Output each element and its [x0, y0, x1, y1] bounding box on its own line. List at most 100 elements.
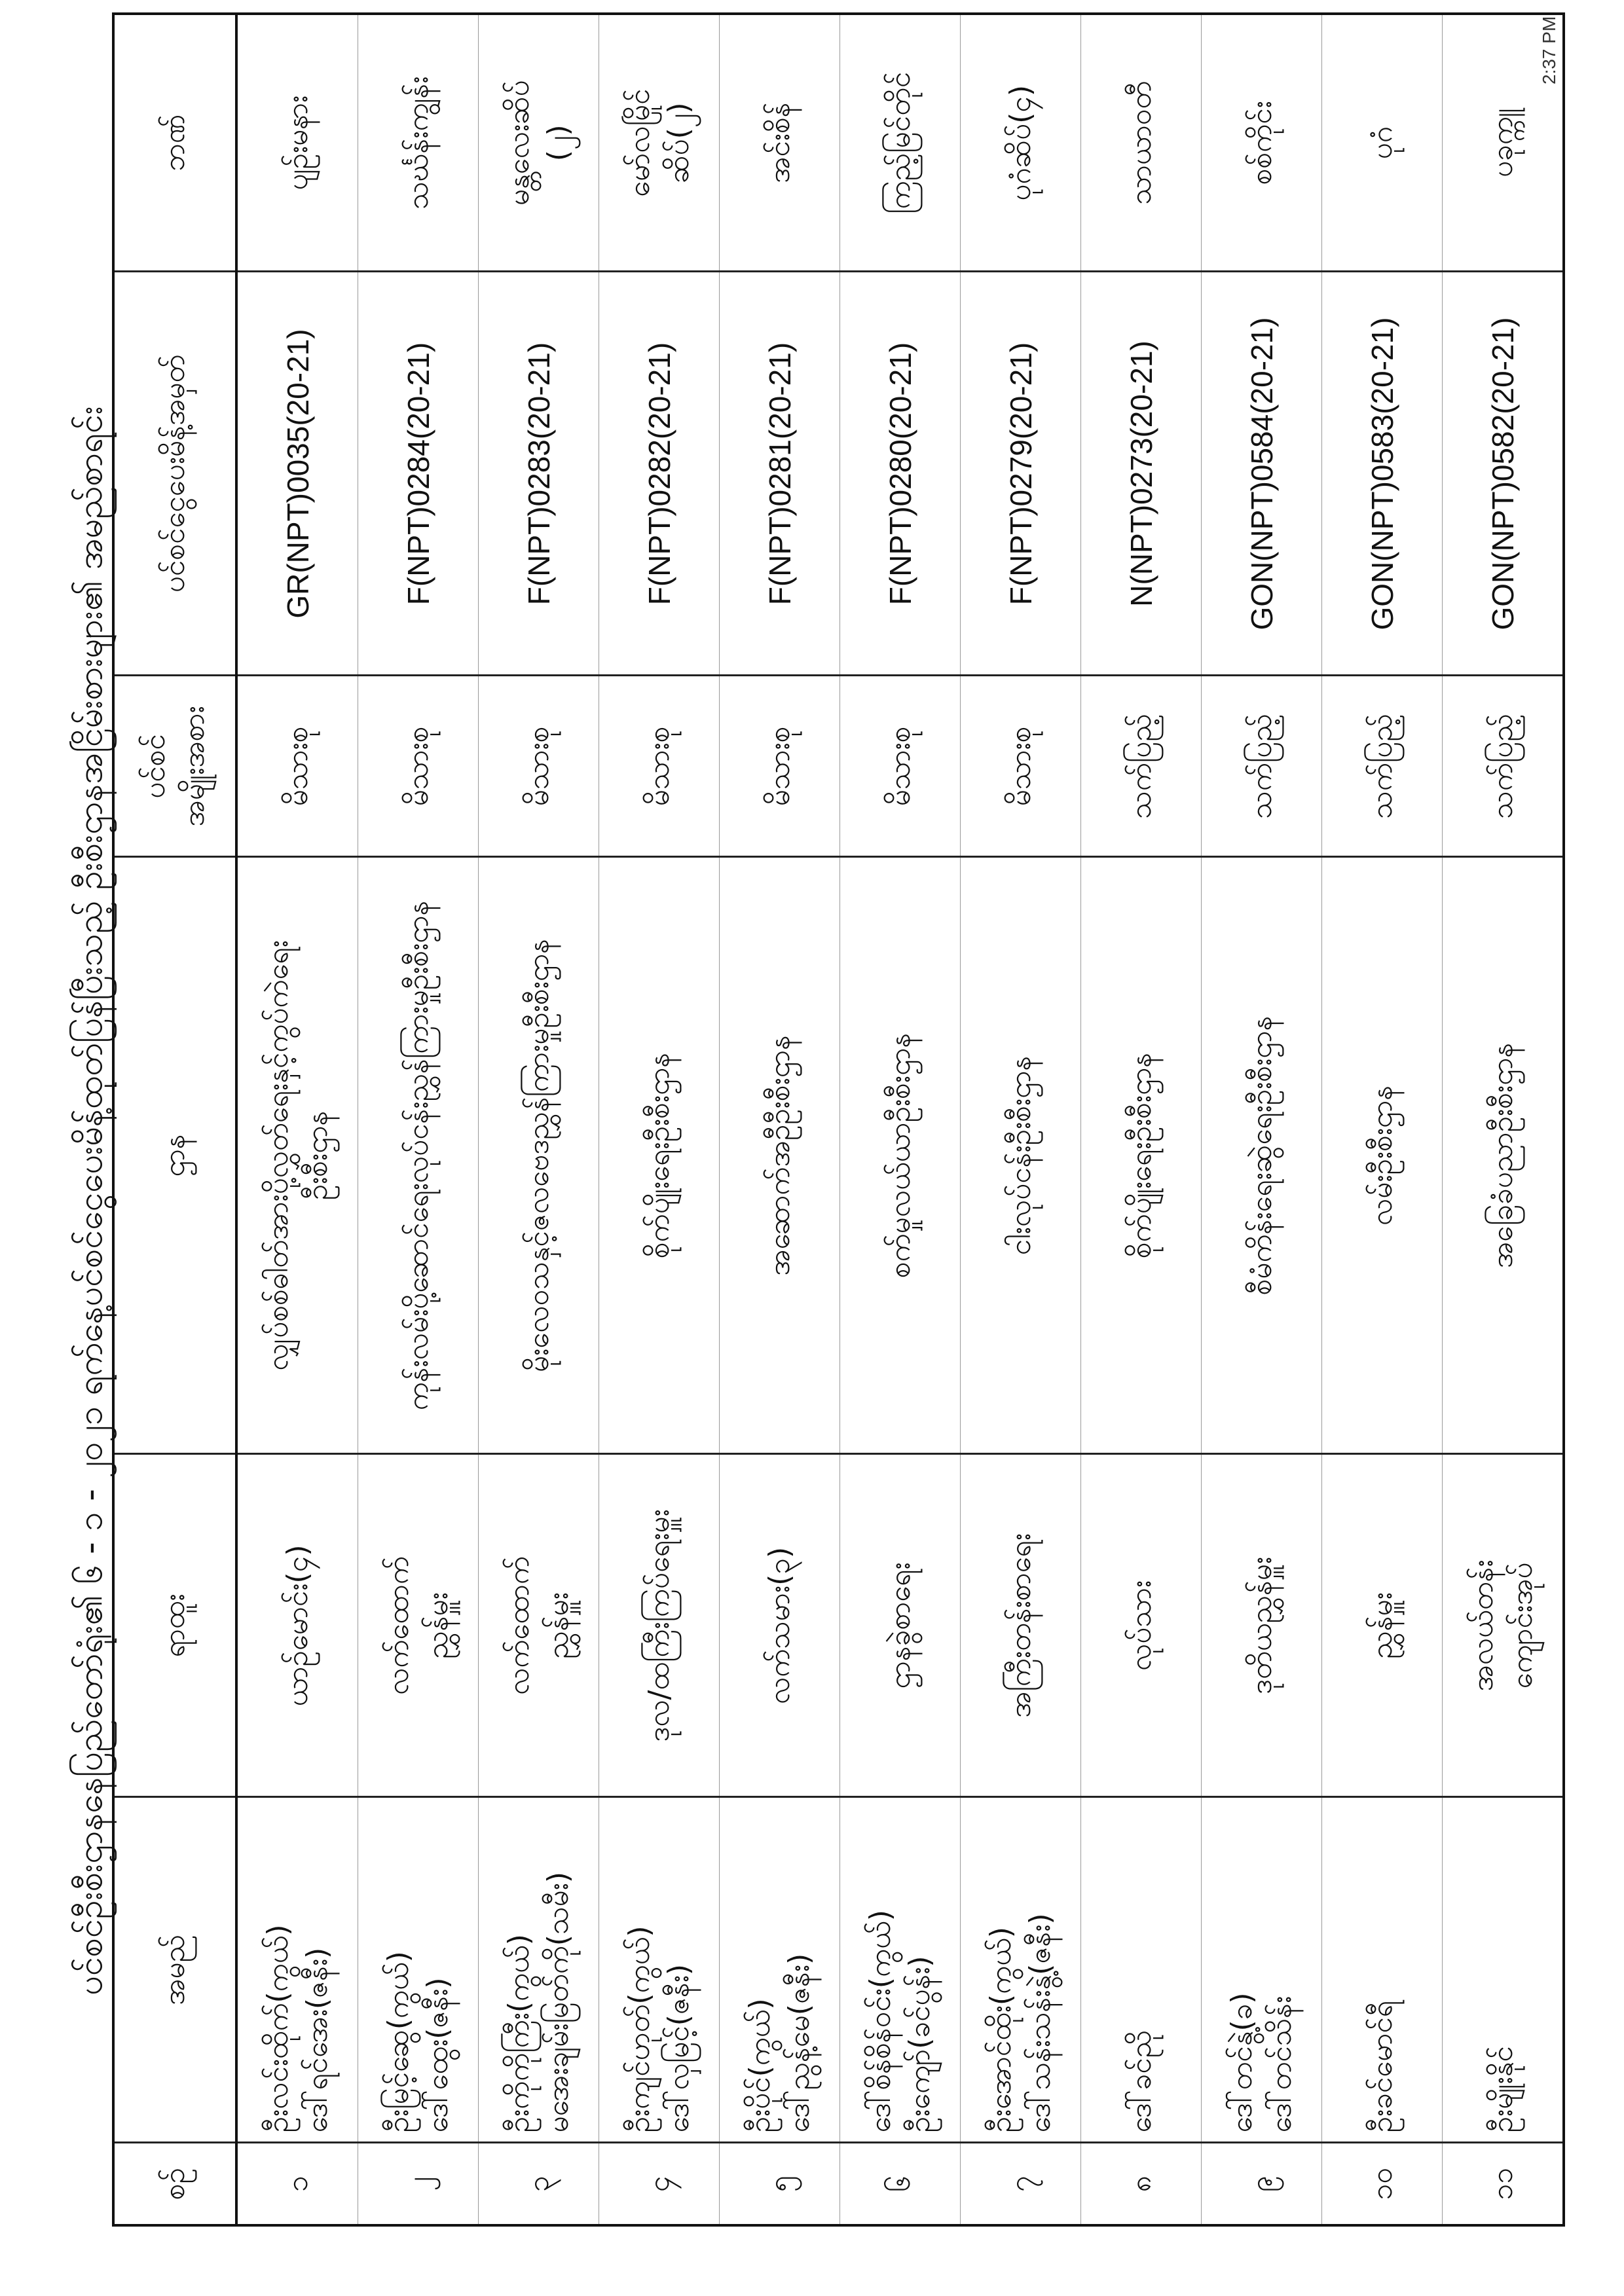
- cell-position-line: ဒုတိယညွှန်မှူး: [1244, 1556, 1278, 1695]
- cell-name: ဦးလင်းထိုက်(ကွယ်) ဒေါ်ရင်အေး(ဇနီး): [236, 1797, 358, 2143]
- cell-department-line: လျှပ်စစ်ဓါတ်အားပို့လွှတ်ရေးနှင့်ကွပ်ကဲရေ…: [261, 940, 295, 1371]
- cell-position-line: ညွှန်မှူး: [1365, 1592, 1399, 1659]
- cell-name: ဦးကျင်ဟုတ်(ကွယ်) ဒေါ်လှမြင့်(ဇနီး): [599, 1797, 720, 2143]
- cell-department: လျှပ်စစ်ဓါတ်အားပို့လွှတ်ရေးနှင့်ကွပ်ကဲရေ…: [236, 857, 358, 1454]
- cell-name-line: ဦးခင်မောင်ရီ: [1365, 2000, 1399, 2133]
- cell-pension-type: မိသားစု: [478, 676, 599, 857]
- cell-bank-line: ပျဉ်းမနား: [280, 95, 314, 191]
- cell-bank-line: ကြည့်မြင်တိုင်: [883, 71, 917, 214]
- header-name: အမည်: [113, 1797, 236, 2143]
- cell-order-no: N(NPT)0273(20-21): [1080, 272, 1202, 676]
- cell-department-line: စိုက်ပျိုးရေးဦးစီးဌာန: [1124, 1052, 1158, 1259]
- cell-name: ဒေါ်ခင်ညို: [1080, 1797, 1202, 2143]
- table-row: ၈ ဒေါ်ခင်ညို လုပ်သား စိုက်ပျိုးရေးဦးစီးဌာန သ…: [1080, 14, 1202, 2225]
- cell-name-line: ဒေါ်စိန်စိန်ဝင်း(ကွယ်): [863, 1910, 897, 2133]
- cell-department: ကုန်းလမ်းပို့ဆောင်ရေးလုပ်ငန်းညွှန်ကြားမှ…: [358, 857, 479, 1454]
- cell-department-line: အခြေခံပညာဦးစီးဌာန: [1485, 1042, 1519, 1269]
- table-row: ၇ဦးအောင်ထိုး(ကွယ်) ဒေါ်သန်းသန်းနွဲ့(ဇနီး)…: [960, 14, 1081, 2225]
- cell-position: အကြီးတန်းစာရေး: [960, 1454, 1081, 1797]
- header-pension-type: ပင်စင် အမျိုးအစား: [113, 676, 236, 857]
- cell-pension-type: သက်ပြည့်: [1442, 676, 1564, 857]
- cell-position: ဒုလ/ထကြီးကြပ်ရေးမှူး: [599, 1454, 720, 1797]
- cell-bank-line: (၂): [541, 124, 575, 162]
- cell-name: ဒေါ်တင်နွဲ့(ခ) ဒေါ်တင်သိန်း: [1201, 1797, 1322, 2143]
- table-row: ၂ဦးမြင့်ဆွေ(ကွယ်) ဒေါ်ထွေး(ဇနီး) လက်ထောက်ည…: [358, 14, 479, 2225]
- cell-name-line: ဒေါ်တင်သိန်း: [1264, 1995, 1298, 2133]
- cell-order-no: GON(NPT)0582(20-21): [1442, 272, 1564, 676]
- cell-department-line: စီမံကိန်းရေးဆွဲရေးဦးစီးဌာန: [1244, 1015, 1278, 1296]
- cell-bank-line: ပုဂံဆိပ်(၄): [1003, 84, 1037, 201]
- cell-bank-line: ပခုက္ကူ: [1485, 108, 1519, 178]
- cell-name-line: ဒေါ်လှမြင့်(ဇနီး): [661, 1963, 695, 2133]
- cell-name: ဦးအောင်ထိုး(ကွယ်) ဒေါ်သန်းသန်းနွဲ့(ဇနီး): [960, 1797, 1081, 2143]
- cell-position-line: အလယ်တန်း: [1466, 1559, 1500, 1692]
- cell-name-line: ဦးကျင်ဟုတ်(ကွယ်): [622, 1925, 656, 2133]
- cell-department-line: ငါးလုပ်ငန်းဦးစီးဌာန: [1003, 1055, 1037, 1256]
- table-row: ၁၁ ဦးမျိုးနိုင် အလယ်တန်း ကျောင်းအုပ် အခြေခံပ…: [1442, 14, 1564, 2225]
- cell-pension-type: မိသားစု: [358, 676, 479, 857]
- cell-department: ငါးလုပ်ငန်းဦးစီးဌာန: [960, 857, 1081, 1454]
- header-position: ရာထူး: [113, 1454, 236, 1797]
- cell-position: လက်သမား(၃): [719, 1454, 840, 1797]
- cell-name: ဒေါ်စိန်စိန်ဝင်း(ကွယ်) ဦးကျော်(ခင်ပွန်း): [840, 1797, 961, 2143]
- cell-bank: ပျဉ်းမနား: [236, 14, 358, 272]
- cell-bank: မန္တလေးဆိပ် (၂): [478, 14, 599, 272]
- cell-name-line: ဒေါ်သန်းသန်းနွဲ့(ဇနီး): [1023, 1913, 1057, 2133]
- cell-name-line: ဦးကျော်(ခင်ပွန်း): [902, 1956, 936, 2133]
- cell-name-line: ဦးမြင့်ဆွေ(ကွယ်): [381, 1951, 415, 2133]
- table-row: ၆ဒေါ်စိန်စိန်ဝင်း(ကွယ်) ဦးကျော်(ခင်ပွန်း)…: [840, 14, 961, 2225]
- cell-department-line: ဦးစီးဌာန: [300, 1110, 334, 1201]
- cell-department-line: လမ်းဦးစီးဌာန: [1365, 1085, 1399, 1226]
- cell-order-no: GON(NPT)0584(20-21): [1201, 272, 1322, 676]
- cell-name-line: ဦးမျိုးနိုင်: [1485, 2046, 1519, 2133]
- cell-position-line: ညွှန်မှူး: [541, 1592, 575, 1659]
- cell-position-line: လုပ်သား: [1124, 1580, 1158, 1671]
- header-bank: ဘဏ်: [113, 14, 236, 272]
- cell-bank-line: ဆိပ်(၂): [661, 102, 695, 184]
- cell-bank: အင်းစိန်: [719, 14, 840, 272]
- cell-department: စက်မှုလယ်ယာဦးစီးဌာန: [840, 857, 961, 1454]
- header-order-no: ပင်စင်ငွေပေးမိန့်အမှတ်: [113, 272, 236, 676]
- cell-bank: ပုဂံ: [1321, 14, 1443, 272]
- cell-pension-type: မိသားစု: [960, 676, 1081, 857]
- cell-bank-line: မန္တလေးဆိပ်: [502, 80, 536, 206]
- cell-department-line: မိုးလေဝသနှင့်ဇလဗေဒညွှန်ကြားမှုဦးစီးဌာန: [521, 938, 555, 1373]
- cell-pension-type: သက်ပြည့်: [1321, 676, 1443, 857]
- cell-position-line: ဌာနခွဲစာရေး: [883, 1562, 917, 1689]
- cell-pension-type: သက်ပြည့်: [1201, 676, 1322, 857]
- cell-position-line: ကျောင်းအုပ်: [1505, 1562, 1539, 1689]
- cell-name: ဦးပိုင်(ကွယ်) ဒေါ်ညွန့်မေ(ဇနီး): [719, 1797, 840, 2143]
- cell-pension-type: မိသားစု: [599, 676, 720, 857]
- cell-department-line: စက်မှုလယ်ယာဦးစီးဌာန: [883, 1032, 917, 1279]
- cell-pension-type: သက်ပြည့်: [1080, 676, 1202, 857]
- cell-order-no: F(NPT)0283(20-21): [478, 272, 599, 676]
- cell-position-line: ညွှန်မှူး: [420, 1592, 454, 1659]
- cell-position: အလယ်တန်း ကျောင်းအုပ်: [1442, 1454, 1564, 1797]
- cell-order-no: GR(NPT)0035(20-21): [236, 272, 358, 676]
- cell-department: အဆောက်အဦဦးစီးဌာန: [719, 857, 840, 1454]
- cell-name: ဦးခင်မောင်ရီ: [1321, 1797, 1443, 2143]
- cell-position: လက်ထောက် ညွှန်မှူး: [478, 1454, 599, 1797]
- cell-name-line: ဒေါ်ရင်အေး(ဇနီး): [300, 1947, 334, 2133]
- cell-name-line: ဒေါ်ခင်ညို: [1124, 2030, 1158, 2133]
- cell-name-line: ဒေါ်ညွန့်မေ(ဇနီး): [782, 1953, 816, 2133]
- table-row: ၉ဒေါ်တင်နွဲ့(ခ) ဒေါ်တင်သိန်း ဒုတိယညွှန်မှူ…: [1201, 14, 1322, 2225]
- cell-bank-line: သင်္ဃန်းကျွန်း: [401, 76, 435, 210]
- document-title: ပင်စင်ဦးစီးဌာနနေပြည်တော်ရုံး၏ ၆ - ၁ - ၂၀…: [71, 406, 110, 1995]
- table-row: ၅ဦးပိုင်(ကွယ်) ဒေါ်ညွန့်မေ(ဇနီး) လက်သမား(၃…: [719, 14, 840, 2225]
- cell-position-line: ယာဉ်မောင်း(၄): [280, 1544, 314, 1707]
- cell-department-line: အဆောက်အဦဦးစီးဌာန: [762, 1035, 796, 1276]
- table-row: ၃ဦးကိုကိုကြီး(ကွယ်) မအေးချမ်းမြတ်ကို(သမီး…: [478, 14, 599, 2225]
- table-row: ၄ဦးကျင်ဟုတ်(ကွယ်) ဒေါ်လှမြင့်(ဇနီး) ဒုလ/ထက…: [599, 14, 720, 2225]
- cell-position: ယာဉ်မောင်း(၄): [236, 1454, 358, 1797]
- cell-department: အခြေခံပညာဦးစီးဌာန: [1442, 857, 1564, 1454]
- cell-name-line: ဦးပိုင်(ကွယ်): [743, 1998, 777, 2133]
- table-row: ၁ဦးလင်းထိုက်(ကွယ်) ဒေါ်ရင်အေး(ဇနီး) ယာဉ်မေ…: [236, 14, 358, 2225]
- cell-bank: သာယာဝတီ: [1080, 14, 1202, 272]
- cell-bank: ပခုက္ကူ: [1442, 14, 1564, 272]
- cell-position: ဒုတိယညွှန်မှူး: [1201, 1454, 1322, 1797]
- cell-name-line: ဒေါ်တင်နွဲ့(ခ): [1225, 1992, 1259, 2133]
- cell-pension-type: မိသားစု: [840, 676, 961, 857]
- header-department: ဌာန: [113, 857, 236, 1454]
- cell-no: ၅: [719, 2143, 840, 2225]
